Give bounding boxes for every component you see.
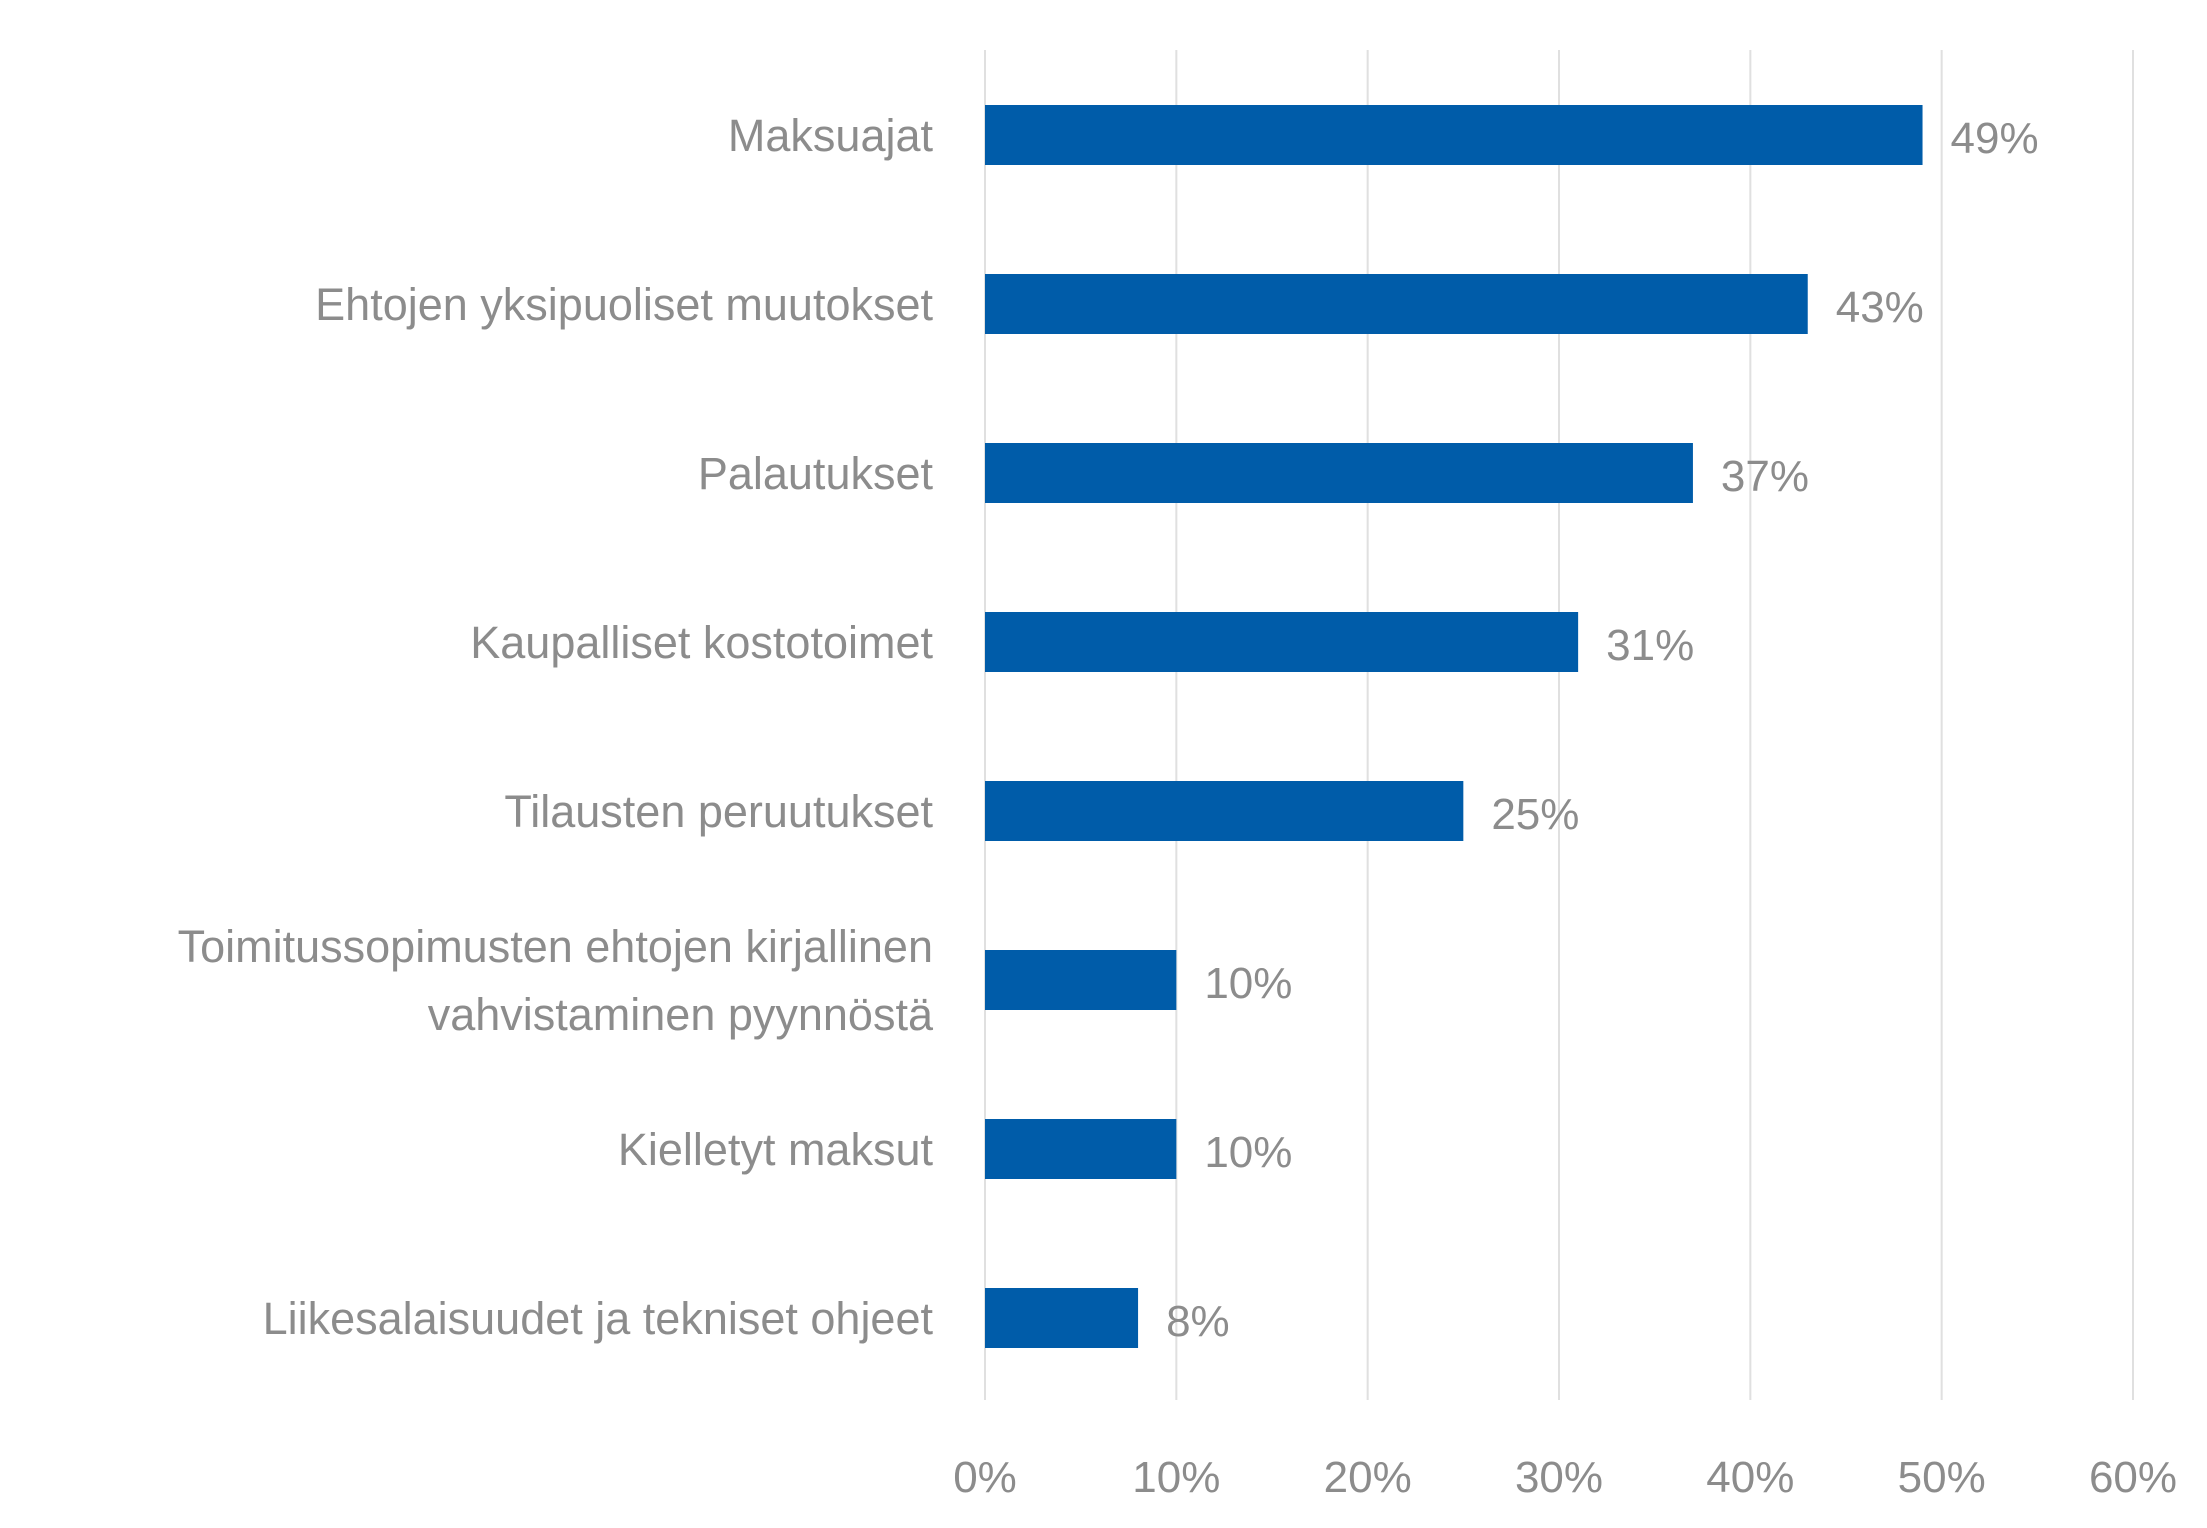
category-label: Palautukset [698,448,934,499]
data-label: 10% [1204,959,1292,1008]
bar [985,950,1177,1010]
x-tick-label: 20% [1324,1453,1412,1502]
category-label: Kaupalliset kostotoimet [470,617,933,668]
data-label: 25% [1491,790,1579,839]
bar [985,612,1579,672]
bar [985,781,1464,841]
bar [985,1288,1139,1348]
x-tick-label: 0% [953,1453,1017,1502]
bar [985,105,1923,165]
bar [985,274,1808,334]
data-label: 49% [1951,114,2039,163]
data-label: 10% [1204,1128,1292,1177]
data-label: 8% [1166,1297,1230,1346]
category-label: vahvistaminen pyynnöstä [428,989,934,1040]
data-label: 43% [1836,283,1924,332]
bar [985,443,1693,503]
category-label: Maksuajat [728,110,934,161]
category-label: Tilausten peruutukset [504,786,933,837]
bar [985,1119,1177,1179]
x-tick-label: 40% [1706,1453,1794,1502]
data-label: 31% [1606,621,1694,670]
data-label: 37% [1721,452,1809,501]
x-tick-label: 10% [1132,1453,1220,1502]
category-label: Toimitussopimusten ehtojen kirjallinen [178,921,933,972]
x-tick-label: 60% [2089,1453,2177,1502]
category-label: Ehtojen yksipuoliset muutokset [315,279,933,330]
category-label: Kielletyt maksut [618,1124,934,1175]
category-label: Liikesalaisuudet ja tekniset ohjeet [263,1293,934,1344]
x-tick-label: 50% [1898,1453,1986,1502]
x-tick-label: 30% [1515,1453,1603,1502]
